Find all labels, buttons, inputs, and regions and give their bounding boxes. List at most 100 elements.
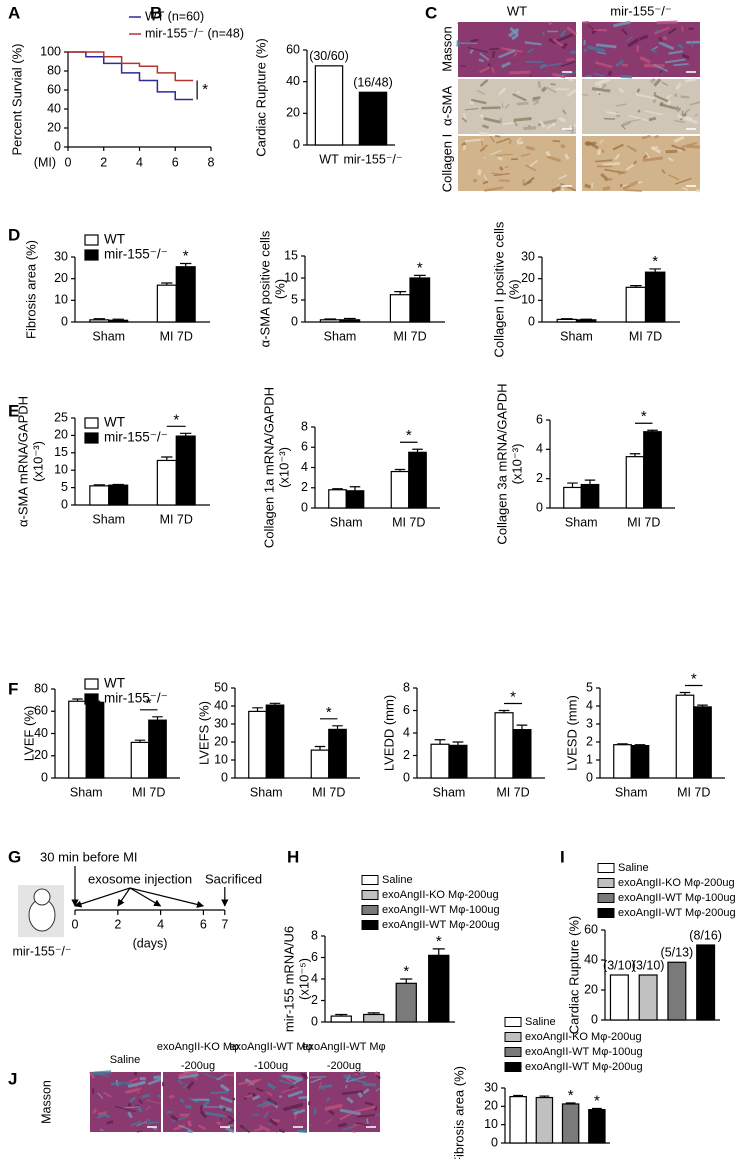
tissue-fiber: [656, 20, 678, 25]
tissue-fiber: [591, 87, 611, 93]
x-tick-label: MI 7D: [160, 329, 193, 343]
tissue-fiber: [464, 138, 484, 143]
tissue-fiber: [222, 1106, 227, 1112]
x-tick-label: MI 7D: [160, 512, 193, 526]
error-bar: [634, 744, 646, 746]
y-tick-label: 10: [214, 752, 228, 766]
y-tick-label: 20: [584, 982, 598, 996]
x-tick-label: Sham: [92, 512, 125, 526]
x-tick-label: 6: [172, 155, 179, 169]
y-tick-label: 15: [54, 445, 68, 459]
x-tick-label: MI 7D: [312, 785, 345, 799]
legend-swatch: [504, 1032, 522, 1042]
tissue-fiber: [628, 25, 630, 27]
tissue-fiber: [562, 109, 567, 115]
tissue-fiber: [375, 1087, 381, 1092]
legend-label: WT: [104, 232, 125, 247]
tissue-fiber: [307, 1101, 311, 1106]
legend-label: WT: [104, 676, 125, 691]
significance-star: *: [691, 670, 697, 687]
tissue-fiber: [612, 143, 624, 151]
tissue-fiber: [479, 65, 491, 74]
error-bar: [697, 704, 708, 707]
tissue-fiber: [216, 1073, 227, 1081]
injection-arrow: [74, 887, 131, 908]
x-tick-label: 2: [100, 155, 107, 169]
tissue-fiber: [351, 1079, 367, 1084]
y-tick-label: 6: [311, 950, 318, 964]
y-tick-label: 6: [403, 703, 410, 717]
legend-swatch: [597, 908, 615, 918]
legend-label: exoAngII-WT Mφ-100ug: [618, 892, 736, 904]
tissue-fiber: [89, 1071, 96, 1079]
y-tick-label: 10: [484, 1117, 498, 1131]
bar: [625, 286, 647, 323]
tissue-fiber: [342, 1125, 355, 1131]
tissue-fiber: [602, 185, 611, 192]
tissue-fiber: [524, 41, 542, 46]
tissue-fiber: [480, 139, 484, 147]
y-tick-label: 6: [536, 412, 543, 426]
bar: [430, 743, 450, 779]
tissue-fiber: [685, 77, 697, 83]
bar: [248, 710, 267, 779]
y-tick-label: 4: [301, 460, 308, 474]
bar: [358, 91, 388, 146]
significance-star: *: [568, 1087, 574, 1104]
tissue-fiber: [583, 48, 588, 53]
tissue-fiber: [585, 74, 592, 78]
bar: [328, 728, 347, 779]
tissue-fiber: [642, 156, 663, 162]
error-bar: [332, 725, 343, 730]
y-tick-label: 20: [54, 271, 68, 285]
tissue-fiber: [555, 33, 574, 43]
x-axis-label: (MI): [34, 155, 56, 169]
error-bar: [434, 739, 446, 745]
tissue-fiber: [186, 1081, 195, 1090]
error-bar: [498, 709, 510, 713]
tissue-fiber: [548, 37, 557, 45]
legend-label: exoAngII-KO Mφ-200ug: [618, 877, 735, 889]
tissue-fiber: [375, 1073, 381, 1080]
tissue-fiber: [219, 1083, 230, 1092]
error-bar: [269, 702, 281, 706]
tissue-fiber: [539, 63, 547, 70]
bar: [556, 318, 578, 323]
tissue-fiber: [674, 119, 685, 124]
tissue-fiber: [681, 53, 690, 60]
legend-label: exoAngII-WT Mφ-200ug: [382, 919, 500, 931]
injection-label: exosome injection: [88, 871, 192, 886]
tissue-fiber: [145, 1105, 151, 1112]
tissue-fiber: [178, 1124, 192, 1131]
tissue-fiber: [586, 140, 599, 150]
y-axis-label: (%): [272, 279, 287, 299]
tissue-fiber: [484, 186, 504, 192]
error-bar: [394, 291, 407, 295]
row-label: Masson: [439, 26, 454, 72]
tissue-fiber: [551, 186, 562, 193]
tissue-fiber: [668, 50, 684, 55]
y-tick-label: 4: [311, 971, 318, 985]
tissue-fiber: [339, 1108, 361, 1116]
x-tick-label: Sham: [250, 785, 283, 799]
column-label: -200ug: [327, 1060, 361, 1072]
injection-arrow: [129, 887, 162, 907]
bar: [314, 65, 344, 146]
y-tick-label: 80: [34, 681, 48, 695]
y-tick-label: 100: [40, 44, 61, 58]
tissue-fiber: [325, 1097, 331, 1102]
tissue-fiber: [481, 106, 501, 110]
y-axis-label: α-SMA positive cells: [257, 230, 272, 347]
tissue-fiber: [546, 155, 561, 163]
tissue-fiber: [462, 112, 467, 119]
tissue-fiber: [540, 86, 547, 93]
tissue-fiber: [602, 161, 621, 167]
column-label: -200ug: [181, 1060, 215, 1072]
significance-star: *: [326, 704, 332, 721]
y-tick-label: 4: [403, 725, 410, 739]
tissue-fiber: [362, 1088, 370, 1095]
tissue-fiber: [546, 86, 557, 94]
tissue-fiber: [616, 170, 628, 174]
bar: [156, 284, 177, 323]
legend-label: Saline: [525, 1016, 556, 1028]
